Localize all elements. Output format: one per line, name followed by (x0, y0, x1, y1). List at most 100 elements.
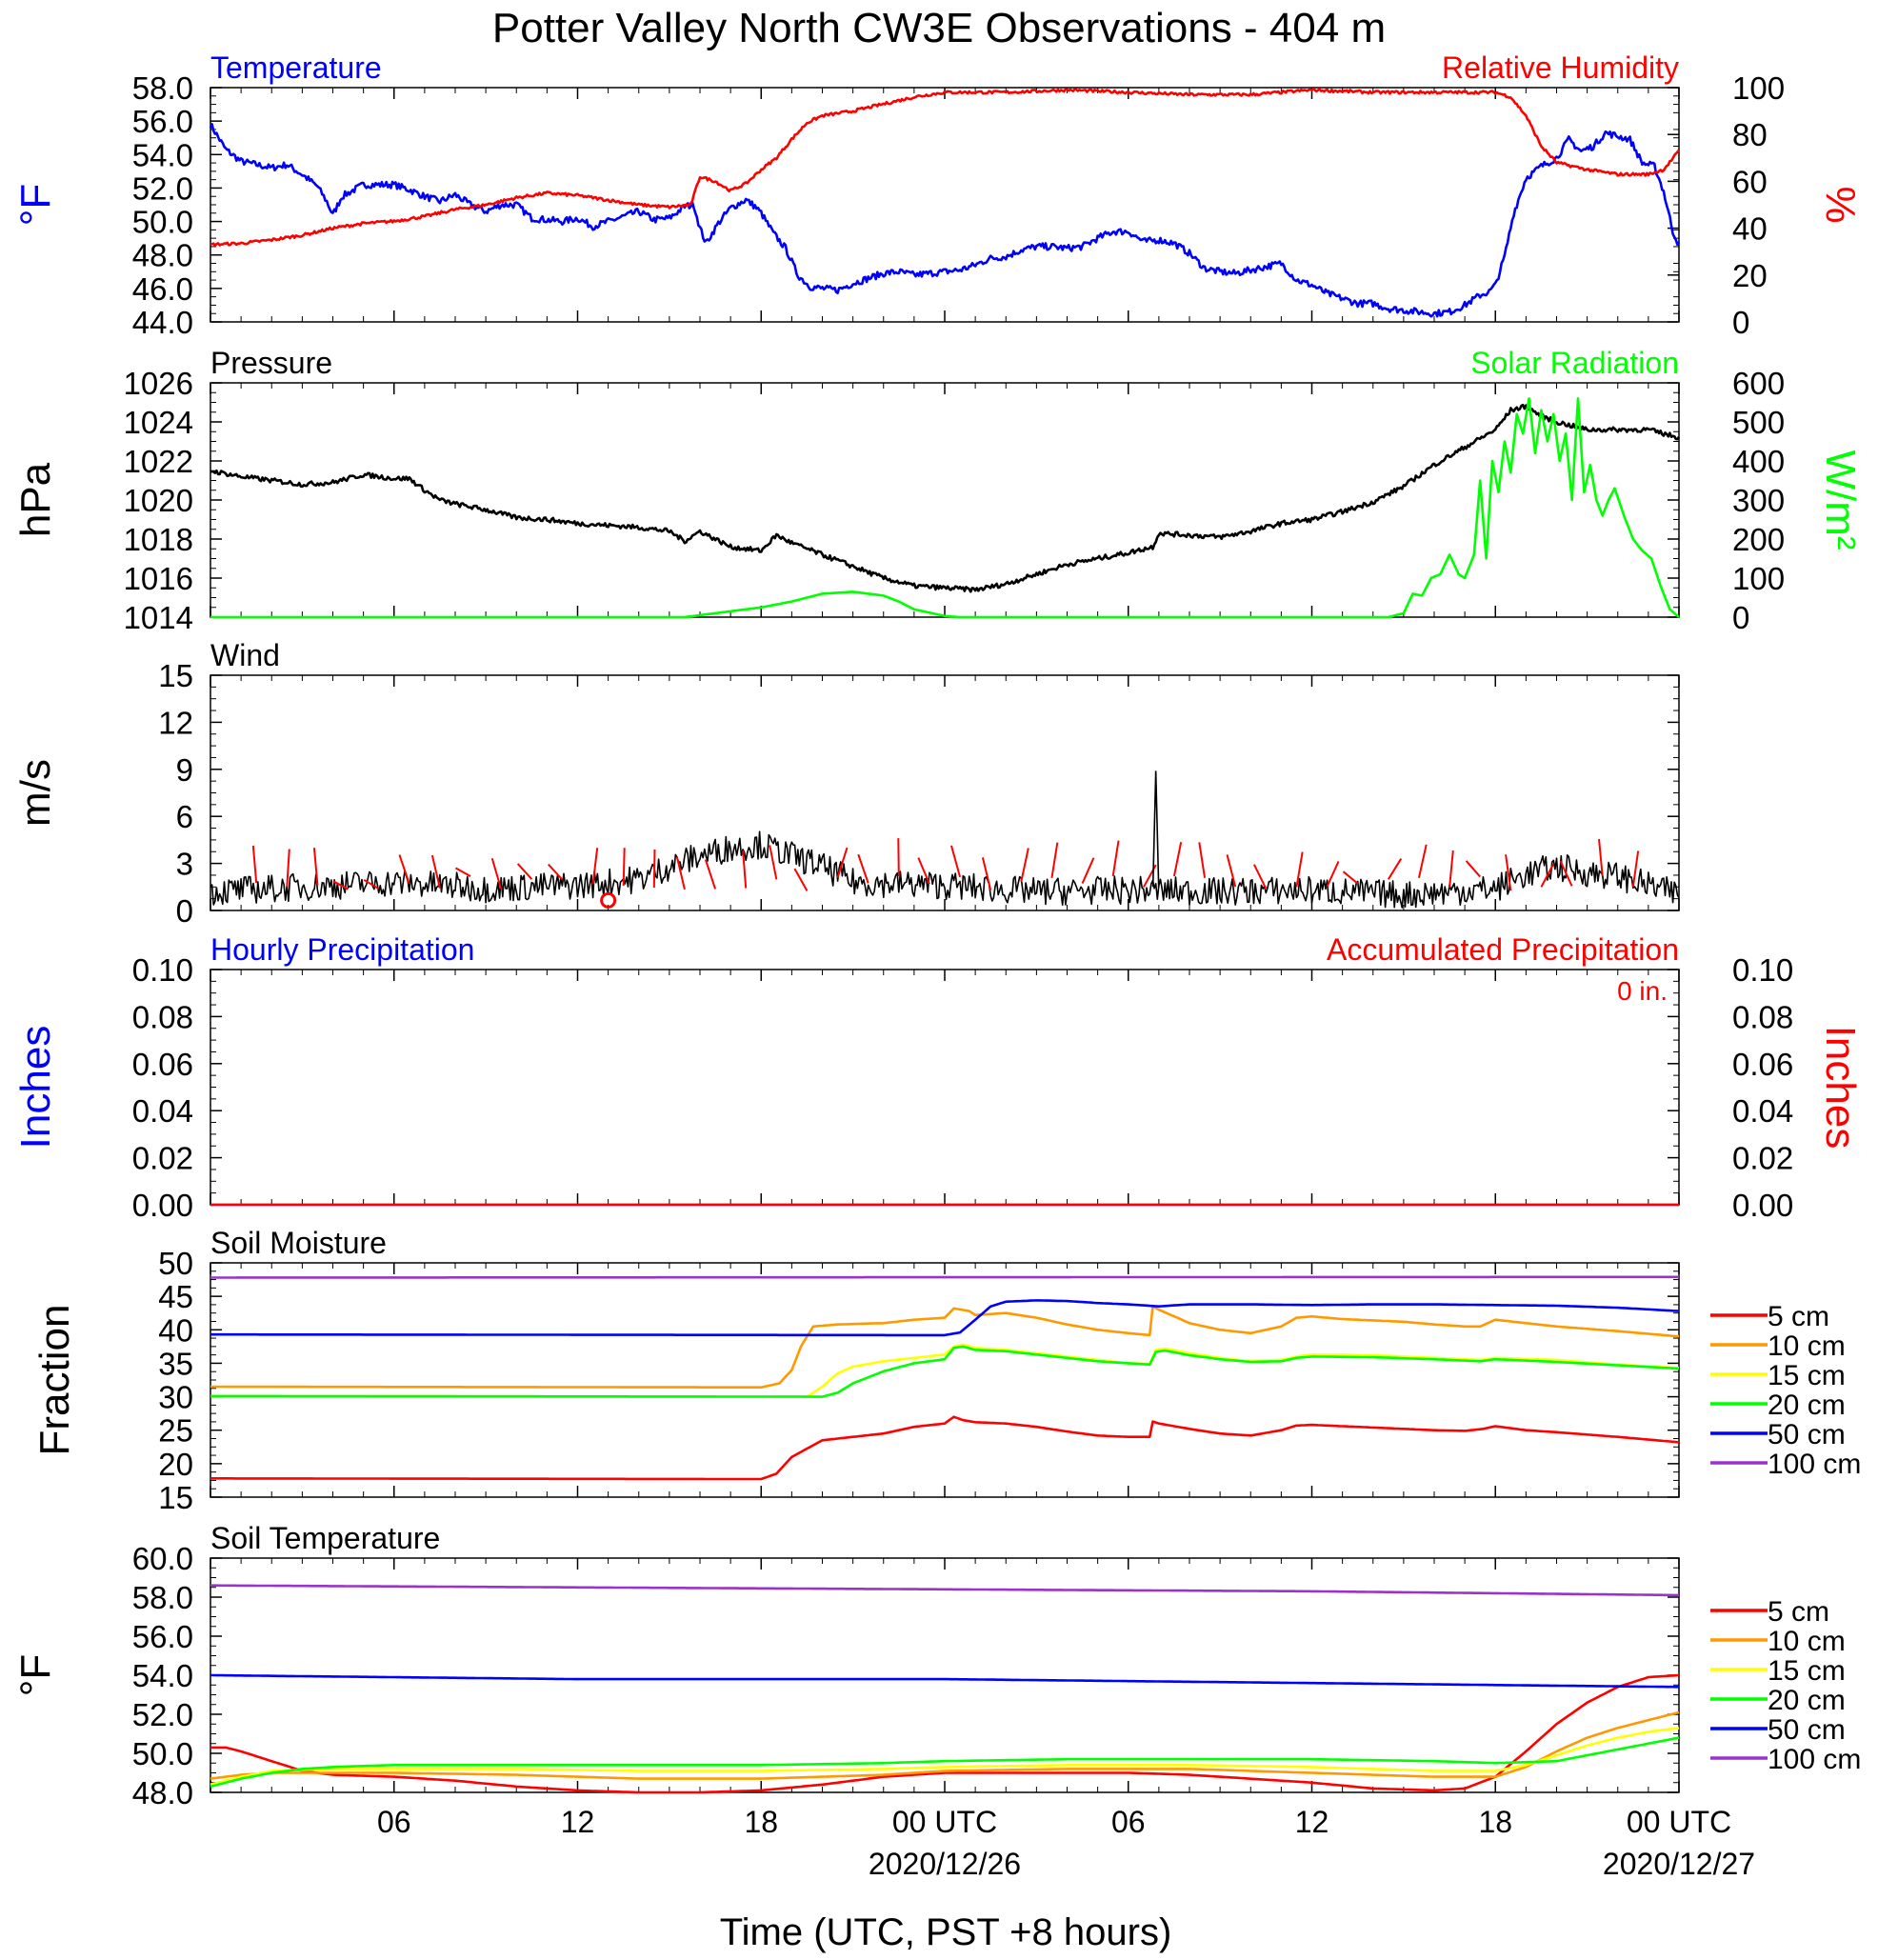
legend-label: 100 cm (1768, 1744, 1861, 1775)
x-tick-label: 18 (744, 1805, 778, 1839)
legend-label: 10 cm (1768, 1330, 1846, 1362)
x-tick-label: 06 (1111, 1805, 1146, 1839)
y-tick-label-left: 56.0 (132, 1619, 193, 1654)
wind-barb (1631, 850, 1640, 888)
y-tick-label-right: 100 (1732, 70, 1785, 106)
series-line-relative-humidity (210, 88, 1681, 248)
panel-title-right: Solar Radiation (1470, 346, 1679, 380)
panel-6: 48.0 50.0 52.0 54.0 56.0 58.0 60.0 Soil Tempera… (12, 1521, 1861, 1810)
wind-barb (769, 845, 778, 880)
wind-barb (793, 868, 809, 891)
series-line-20-cm (210, 1736, 1680, 1789)
panel-2: 1014 1016 1018 1020 1022 1024 1026 0 100 200 300 40… (12, 346, 1864, 635)
y-axis-label-right: W/m² (1817, 450, 1864, 550)
y-tick-label-left: 46.0 (132, 271, 193, 307)
wind-barb (363, 878, 380, 890)
wind-barb (897, 838, 900, 877)
wind-barb (1559, 860, 1573, 887)
series-line-100-cm (210, 1275, 1679, 1279)
y-tick-label-left: 6 (176, 799, 193, 834)
y-tick-label-left: 54.0 (132, 1658, 193, 1693)
wind-barb (251, 845, 258, 884)
legend-label: 15 cm (1768, 1360, 1846, 1391)
y-tick-label-left: 0.06 (132, 1047, 193, 1082)
wind-barb (1326, 861, 1340, 888)
wind-barb (1253, 864, 1268, 890)
y-axis-label-left: hPa (12, 462, 59, 537)
wind-barb (398, 854, 410, 885)
wind-barb (1111, 840, 1120, 877)
y-tick-label-left: 58.0 (132, 1580, 193, 1615)
x-tick-label: 12 (1295, 1805, 1329, 1839)
x-axis-label: Time (UTC, PST +8 hours) (720, 1911, 1172, 1953)
legend-label: 20 cm (1768, 1390, 1846, 1421)
wind-barb (1295, 851, 1304, 888)
y-tick-label-left: 12 (158, 705, 193, 740)
y-axis-label-left: m/s (12, 759, 59, 827)
panel-title-left: Soil Temperature (210, 1521, 440, 1555)
panel-title-left: Soil Moisture (210, 1226, 387, 1260)
panel-title-right: Accumulated Precipitation (1327, 932, 1679, 967)
y-tick-label-left: 1018 (124, 522, 193, 557)
wind-barb (836, 847, 849, 878)
y-tick-label-left: 50.0 (132, 205, 193, 240)
series-line-15-cm (210, 1343, 1680, 1398)
wind-barb (490, 857, 503, 890)
y-tick-label-left: 3 (176, 847, 193, 882)
wind-barb (917, 857, 930, 885)
wind-barb (622, 848, 626, 887)
legend-label: 10 cm (1768, 1626, 1846, 1657)
series-line-wind (210, 830, 1680, 909)
y-tick-label-left: 15 (158, 658, 193, 693)
series-line-pressure (210, 403, 1681, 593)
wind-barb (1226, 854, 1237, 888)
y-tick-label-right: 40 (1732, 211, 1768, 247)
legend-label: 5 cm (1768, 1301, 1829, 1332)
wind-barb (1417, 844, 1428, 878)
plot-frame (210, 969, 1680, 1206)
wind-barb (454, 867, 471, 877)
wind-barb (430, 854, 441, 889)
series-line-20-cm (210, 1345, 1680, 1398)
plot-frame (210, 382, 1680, 618)
plot-frame (210, 1262, 1680, 1498)
y-tick-label-left: 56.0 (132, 104, 193, 139)
y-tick-label-right: 0.04 (1732, 1093, 1793, 1129)
chart-title: Potter Valley North CW3E Observations - … (492, 5, 1386, 51)
legend-label: 100 cm (1768, 1449, 1861, 1480)
y-axis-label-left: °F (12, 1654, 59, 1696)
panel-4: 0.00 0.02 0.04 0.06 0.08 0.10 0.00 0.02 0.04 0.06… (12, 932, 1864, 1223)
y-tick-label-left: 48.0 (132, 238, 193, 273)
y-tick-label-left: 1020 (124, 483, 193, 518)
y-axis-label-left: °F (12, 184, 59, 226)
panel-3: 0 3 6 9 12 15 Wind m/s (12, 638, 1680, 929)
wind-barb (704, 859, 717, 890)
wind-barb (1448, 850, 1454, 889)
y-tick-label-left: 25 (158, 1413, 193, 1449)
y-tick-label-left: 20 (158, 1447, 193, 1482)
y-axis-label-right: Inches (1817, 1026, 1864, 1150)
y-tick-label-left: 58.0 (132, 70, 193, 106)
x-tick-label: 00 UTC (892, 1805, 997, 1839)
y-axis-label-left: Inches (12, 1026, 59, 1150)
plot-frame (210, 87, 1680, 323)
wind-barb (1172, 842, 1183, 877)
wind-barb (1505, 854, 1512, 891)
y-tick-label-right: 300 (1732, 483, 1785, 518)
series-line-5-cm (210, 1415, 1680, 1481)
y-tick-label-right: 100 (1732, 561, 1785, 596)
series-line-100-cm (210, 1584, 1680, 1597)
y-tick-label-right: 80 (1732, 117, 1768, 152)
y-tick-label-right: 500 (1732, 405, 1785, 440)
legend-label: 50 cm (1768, 1714, 1846, 1746)
series-line-temperature (209, 123, 1681, 318)
panel-1: 44.046.048.050.052.054.056.058.0 0 20 40 60 8… (12, 50, 1864, 340)
y-tick-label-right: 20 (1732, 258, 1768, 293)
wind-barb (332, 880, 350, 890)
accumulated-total: 0 in. (1617, 976, 1668, 1006)
wind-barb (1342, 870, 1359, 885)
legend-label: 15 cm (1768, 1655, 1846, 1687)
wind-barb (1540, 863, 1555, 888)
